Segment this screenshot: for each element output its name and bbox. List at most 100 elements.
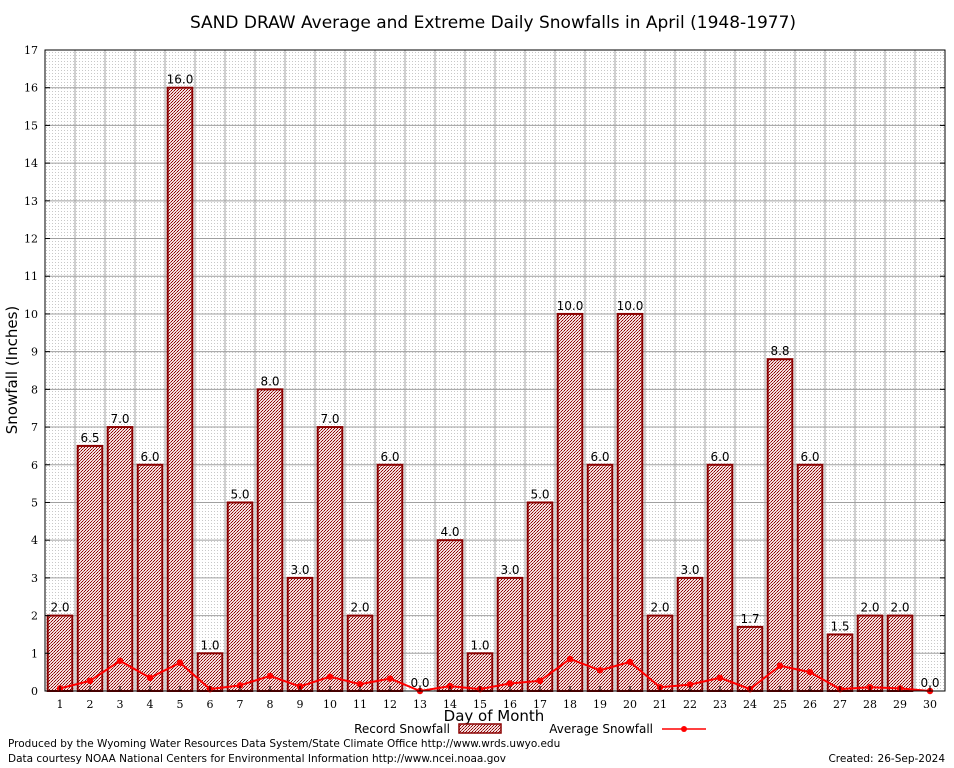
footer-data-courtesy: Data courtesy NOAA National Centers for … [8,753,507,765]
bar-value-label: 3.0 [680,563,699,577]
created-date: 26-Sep-2024 [877,753,945,765]
created-label: Created: [828,753,874,765]
bar-value-label: 5.0 [230,487,249,501]
y-tick-label: 4 [31,534,38,547]
x-tick-label: 29 [893,698,907,711]
record-bar [256,388,284,692]
bar-value-labels: 2.0 6.5 7.0 6.0 16.0 1.0 5.0 8.0 3.0 7.0 2.0 6.0 0.0… [50,73,939,690]
x-tick-label: 7 [237,698,244,711]
record-bar [316,426,344,692]
bar-value-label: 0.0 [920,676,939,690]
record-bar [676,576,704,692]
record-bar [466,652,494,693]
legend-swatch-record [458,723,502,734]
bar-value-label: 1.0 [200,638,219,652]
bar-value-label: 10.0 [617,299,644,313]
bar-value-label: 2.0 [860,601,879,615]
x-tick-label: 24 [743,698,757,711]
bar-value-label: 2.0 [890,601,909,615]
y-tick-label: 8 [31,383,38,396]
plot-frame [44,49,946,692]
bar-value-label: 1.0 [470,638,489,652]
average-point [596,667,604,674]
record-bar [796,463,824,692]
average-point [506,680,514,687]
y-tick-label: 0 [31,685,38,698]
x-tick-label: 3 [117,698,124,711]
x-tick-label: 12 [383,698,397,711]
x-tick-label: 2 [87,698,94,711]
y-tick-label: 13 [24,195,38,208]
bar-value-label: 6.0 [380,450,399,464]
x-tick-label: 25 [773,698,787,711]
x-tick-label: 6 [207,698,214,711]
average-point [356,681,364,688]
average-point [386,675,394,682]
bar-value-label: 2.0 [350,601,369,615]
y-tick-label: 17 [24,44,38,57]
y-axis-label: Snowfall (Inches) [3,306,21,434]
x-tick-label: 18 [563,698,577,711]
average-point [86,677,94,685]
average-point [266,672,274,680]
x-tick-label: 10 [323,698,337,711]
record-bar [166,86,194,693]
record-bar [856,614,884,693]
x-tick-label: 14 [443,698,457,711]
legend-marker-average [681,726,687,732]
chart-title: SAND DRAW Average and Extreme Daily Snow… [190,13,796,33]
average-point [236,682,244,689]
bar-value-label: 6.5 [80,431,99,445]
average-point [686,681,694,688]
record-bar [736,625,764,693]
average-point [806,668,814,676]
bar-value-label: 3.0 [290,563,309,577]
x-tick-label: 5 [177,698,184,711]
x-tick-label: 13 [413,698,427,711]
y-tick-label: 1 [31,647,38,660]
y-tick-label: 16 [24,82,38,95]
record-bar [886,614,914,693]
record-bar [226,501,254,692]
record-bar [586,463,614,692]
record-bar [346,614,374,693]
x-tick-label: 23 [713,698,727,711]
bar-value-label: 1.5 [830,619,849,633]
bar-value-label: 16.0 [167,73,194,87]
record-bar [376,463,404,692]
x-tick-label: 4 [147,698,154,711]
average-point [116,657,124,665]
bar-value-label: 5.0 [530,487,549,501]
x-tick-label: 1 [57,698,64,711]
bar-value-label: 2.0 [650,601,669,615]
legend: Record Snowfall Average Snowfall [354,722,706,736]
bar-value-label: 8.8 [770,344,789,358]
gridlines [45,50,945,691]
average-line-path [59,657,931,693]
record-bar [106,426,134,692]
legend-label-average: Average Snowfall [549,722,653,736]
record-bar [496,576,524,692]
y-tick-label: 12 [24,233,38,246]
x-tick-label: 19 [593,698,607,711]
average-point [626,658,634,666]
y-tick-label: 5 [31,496,38,509]
average-point [146,674,154,682]
y-tick-label: 11 [24,270,38,283]
bar-value-label: 6.0 [140,450,159,464]
x-tick-label: 22 [683,698,697,711]
record-bar [826,633,854,692]
bar-value-label: 7.0 [110,412,129,426]
x-axis-ticks: 1 2 3 4 5 6 7 8 9 10 11 12 13 14 15 16 17 18 19 20 21 22 23 24 2… [57,686,937,711]
bar-value-label: 0.0 [410,676,429,690]
bar-value-label: 1.7 [740,612,759,626]
average-point [176,659,184,666]
record-bar [136,463,164,692]
y-tick-label: 9 [31,346,38,359]
x-tick-label: 26 [803,698,817,711]
x-tick-label: 15 [473,698,487,711]
x-tick-label: 17 [533,698,547,711]
record-bar [556,312,584,692]
record-bar [706,463,734,692]
